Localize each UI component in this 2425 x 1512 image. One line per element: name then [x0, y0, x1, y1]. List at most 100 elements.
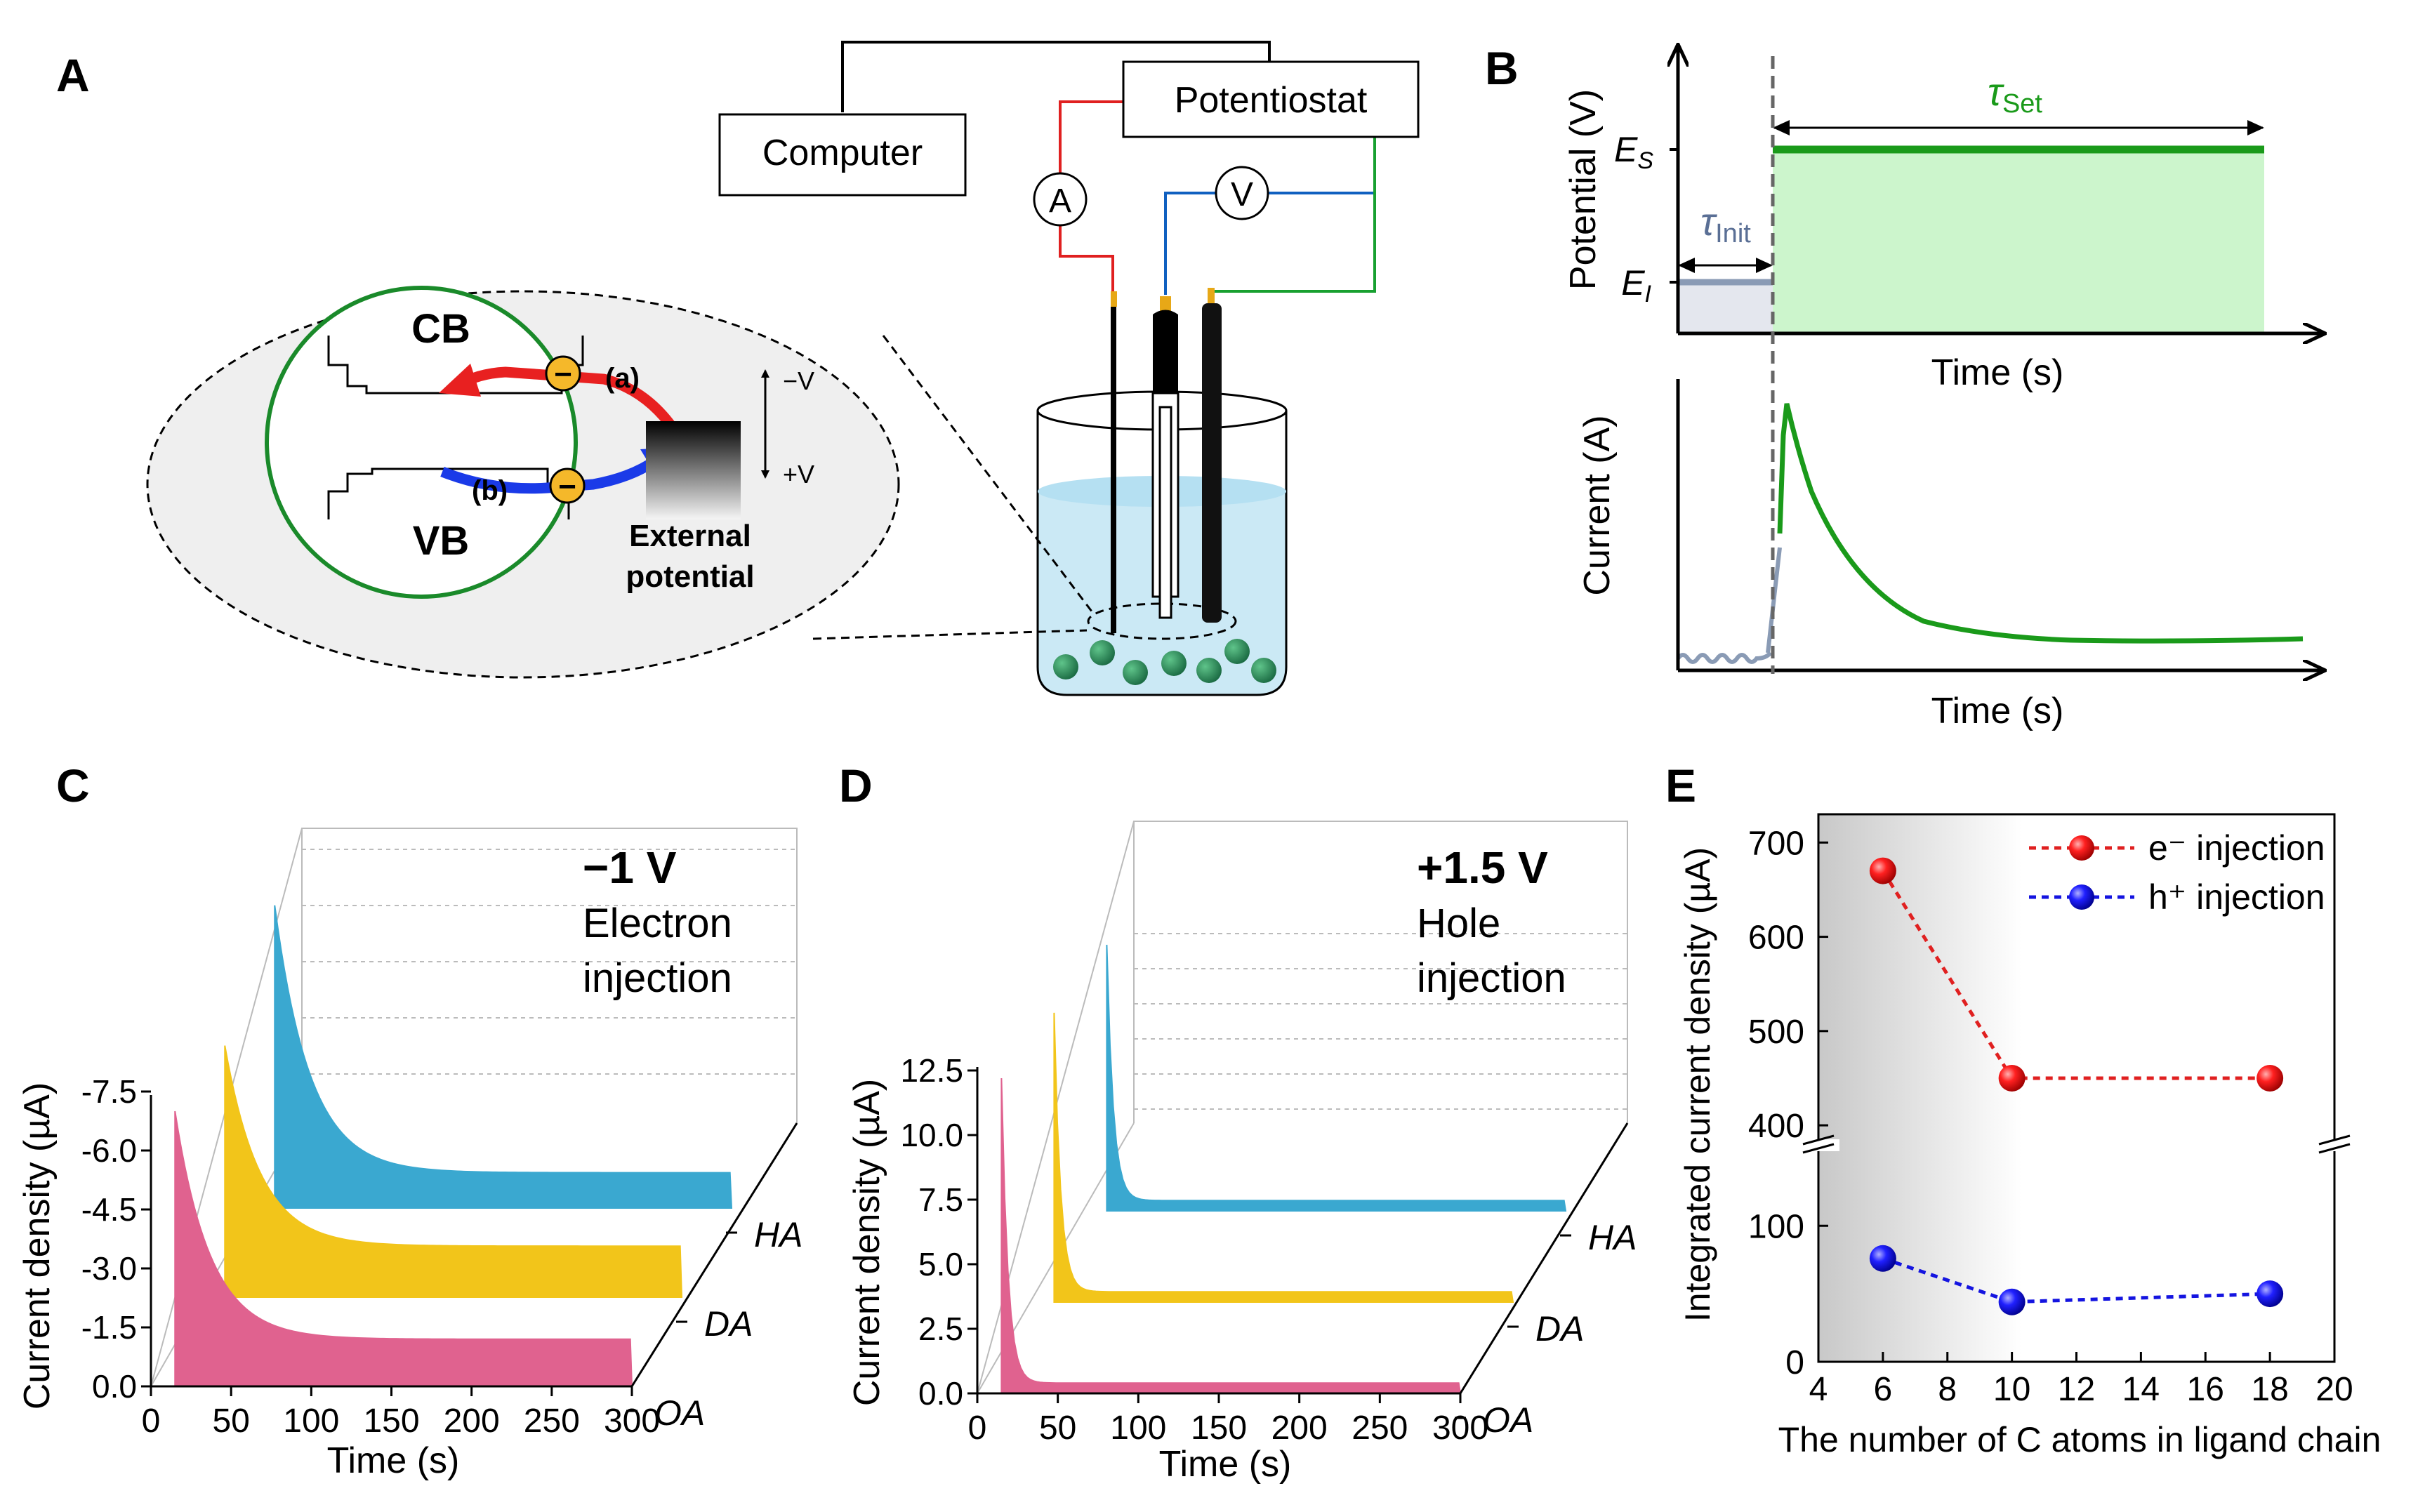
nanocrystals [1053, 639, 1276, 685]
y-tick-label: 600 [1748, 920, 1804, 957]
vb-label: VB [413, 518, 470, 564]
series-label-da: DA [1535, 1309, 1584, 1348]
panel-d-series [1000, 944, 1567, 1394]
legend-marker-hole [2069, 884, 2094, 910]
y-tick-label: -7.5 [81, 1073, 137, 1110]
panel-label-a: A [56, 49, 90, 101]
x-tick-label: 10 [1993, 1371, 2030, 1408]
x-tick-label: 100 [1110, 1410, 1166, 1447]
panel-a: A Computer Potentiostat A V [56, 41, 1420, 696]
y-tick-label: -3.0 [81, 1250, 137, 1287]
y-tick-label: -1.5 [81, 1309, 137, 1346]
panel-label-b: B [1485, 42, 1519, 94]
x-tick-label: 300 [1432, 1410, 1488, 1447]
panel-c-x-ticks: 0 50 100 150 200 250 300 [142, 1386, 660, 1440]
panel-d-x-ticks: 0 50 100 150 200 250 300 [968, 1393, 1488, 1447]
tau-init-label: τInit [1700, 199, 1751, 248]
current-decay-trace [1777, 403, 2304, 644]
svg-text:−: − [554, 357, 572, 392]
y-tick-label: -4.5 [81, 1191, 137, 1228]
x-tick-label: 0 [142, 1402, 161, 1440]
path-b-label: (b) [472, 475, 508, 506]
data-point-0-0 [1869, 857, 1896, 884]
panel-label-d: D [839, 760, 873, 811]
x-tick-label: 200 [1271, 1410, 1328, 1447]
x-tick-label: 150 [363, 1402, 419, 1440]
y-tick-label: 2.5 [918, 1311, 963, 1347]
current-initial-trace [1676, 651, 1773, 664]
x-tick-label: 300 [604, 1402, 660, 1440]
panel-b: B Potential (V) ES EI τInit τSet Time (s… [1485, 42, 2324, 731]
plus-v-label: +V [783, 460, 814, 489]
x-tick-label: 50 [1039, 1410, 1076, 1447]
cb-label: CB [411, 306, 470, 352]
electron-a [545, 355, 581, 392]
panel-e-y-ticks: 0 100 400 500 600 700 [1748, 825, 1828, 1381]
x-tick-label: 14 [2122, 1371, 2160, 1408]
panel-c-series [174, 905, 733, 1387]
series-label-ha: HA [1588, 1218, 1637, 1257]
panel-c: C 0 50 100 150 200 250 300 0.0 -1.5 -3.0 -4.5 -6.0… [17, 760, 802, 1481]
data-point-1-0 [1869, 1245, 1896, 1272]
x-tick-label: 150 [1191, 1410, 1247, 1447]
series-area-da [224, 1045, 683, 1298]
panel-e-x-ticks: 4 6 8 10 12 14 16 18 20 [1809, 1352, 2353, 1408]
panel-d-title-3: injection [1417, 955, 1566, 1001]
hole-path-arrow [440, 455, 660, 494]
x-tick-label: 8 [1938, 1371, 1957, 1408]
panel-d: D 0 50 100 150 200 250 300 0.0 2.5 5.0 7.5 10.0 12.… [839, 760, 1637, 1485]
external-potential-block [646, 421, 741, 519]
x-tick-label: 16 [2187, 1371, 2224, 1408]
x-tick-label: 20 [2315, 1371, 2353, 1408]
x-tick-label: 200 [444, 1402, 500, 1440]
series-area-ha [1106, 944, 1567, 1212]
current-axis-label: Current (A) [1577, 415, 1618, 595]
panel-c-title-2: Electron [583, 901, 732, 946]
y-tick-label: 0.0 [92, 1368, 137, 1405]
computer-label: Computer [762, 133, 923, 173]
panel-c-title-3: injection [583, 955, 732, 1001]
series-area-da [1053, 1012, 1514, 1303]
series-label-ha: HA [754, 1215, 802, 1254]
panel-e-series [1869, 857, 2284, 1315]
data-point-1-2 [2256, 1280, 2284, 1308]
ei-label: EI [1621, 263, 1651, 307]
y-tick-label: 100 [1748, 1208, 1804, 1245]
potentiostat-label: Potentiostat [1175, 80, 1368, 121]
set-potential-fill [1773, 150, 2264, 333]
series-area-oa [1000, 1078, 1462, 1394]
y-tick-label: -6.0 [81, 1132, 137, 1169]
y-tick-label: 10.0 [900, 1117, 963, 1153]
legend-hole: h⁺ injection [2148, 877, 2325, 917]
time-label-bottom: Time (s) [1931, 691, 2064, 731]
y-tick-label: 7.5 [918, 1181, 963, 1218]
panel-d-axes [976, 1067, 1629, 1395]
electrodes [1111, 288, 1222, 633]
panel-e: E 4 6 8 10 12 14 16 18 20 0 100 400 500 600 700 e⁻ in… [1665, 760, 2381, 1459]
time-label-top: Time (s) [1931, 352, 2064, 393]
x-tick-label: 18 [2251, 1371, 2288, 1408]
x-tick-label: 50 [212, 1402, 249, 1440]
legend-electron: e⁻ injection [2148, 828, 2325, 868]
panel-e-xlabel: The number of C atoms in ligand chain [1778, 1420, 2381, 1459]
panel-c-xlabel: Time (s) [327, 1440, 460, 1481]
zoom-region [1087, 602, 1237, 640]
initial-potential-fill [1678, 282, 1773, 333]
x-tick-label: 100 [283, 1402, 339, 1440]
y-tick-label: 5.0 [918, 1246, 963, 1282]
series-line-1 [1882, 1256, 2271, 1304]
ammeter-label: A [1049, 183, 1071, 220]
panel-d-series-labels: HA DA OA [1455, 1218, 1637, 1440]
series-area-ha [274, 905, 733, 1209]
panel-d-title-1: +1.5 V [1417, 842, 1548, 893]
panel-d-grid [977, 821, 1628, 1394]
panel-label-e: E [1665, 760, 1696, 811]
computer-box [718, 113, 967, 197]
current-spike [1766, 547, 1782, 654]
external-potential-label-1: External [629, 519, 751, 553]
panel-e-legend: e⁻ injection h⁺ injection [2029, 828, 2325, 917]
y-tick-label: 12.5 [900, 1052, 963, 1089]
x-tick-label: 12 [2058, 1371, 2095, 1408]
panel-e-ylabel: Integrated current density (µA) [1678, 847, 1717, 1322]
x-tick-label: 6 [1874, 1371, 1893, 1408]
